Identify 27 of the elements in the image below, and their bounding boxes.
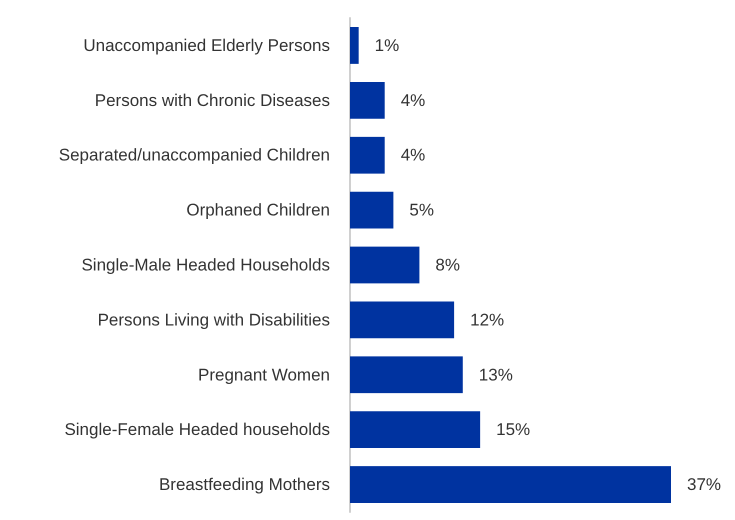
bar: [350, 246, 420, 284]
data-label: 12%: [470, 310, 504, 330]
data-label: 1%: [374, 36, 400, 55]
bar: [350, 136, 385, 174]
data-label: 8%: [435, 256, 460, 274]
bar: [350, 411, 480, 448]
bar: [350, 82, 385, 119]
bar: [350, 466, 671, 503]
data-label: 37%: [687, 475, 722, 494]
y-tick-label: Single-Female Headed households: [64, 420, 330, 440]
y-tick-label: Breastfeeding Mothers: [158, 475, 330, 494]
bar: [350, 192, 394, 228]
y-tick-label: Separated/unaccompanied Children: [58, 146, 330, 165]
y-tick-label: Pregnant Women: [198, 365, 330, 384]
y-tick-label: Single-Male Headed Households: [81, 256, 330, 274]
y-tick-label: Unaccompanied Elderly Persons: [83, 36, 330, 55]
y-tick-label: Persons with Chronic Diseases: [94, 90, 330, 110]
bar: [350, 356, 463, 394]
data-label: 4%: [400, 146, 426, 165]
y-tick-label: Persons Living with Disabilities: [98, 310, 330, 330]
data-label: 15%: [496, 420, 530, 440]
bar: [350, 27, 359, 64]
data-label: 13%: [478, 365, 513, 384]
bar: [350, 302, 454, 338]
data-label: 4%: [400, 90, 426, 110]
data-label: 5%: [409, 200, 434, 220]
y-tick-label: Orphaned Children: [186, 200, 330, 220]
